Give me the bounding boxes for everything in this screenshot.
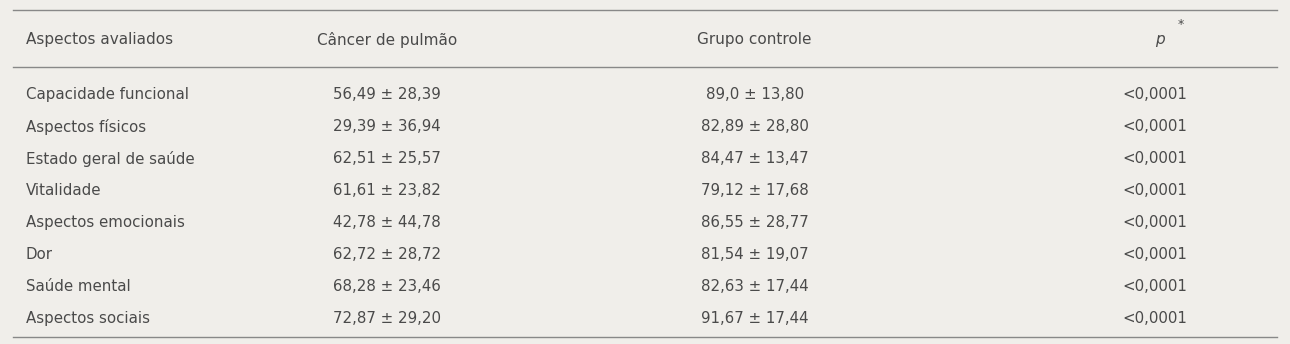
Text: Capacidade funcional: Capacidade funcional: [26, 87, 188, 102]
Text: 91,67 ± 17,44: 91,67 ± 17,44: [700, 311, 809, 326]
Text: Aspectos avaliados: Aspectos avaliados: [26, 32, 173, 47]
Text: <0,0001: <0,0001: [1122, 215, 1187, 230]
Text: Estado geral de saúde: Estado geral de saúde: [26, 151, 195, 166]
Text: 82,89 ± 28,80: 82,89 ± 28,80: [700, 119, 809, 134]
Text: <0,0001: <0,0001: [1122, 151, 1187, 166]
Text: Aspectos emocionais: Aspectos emocionais: [26, 215, 184, 230]
Text: <0,0001: <0,0001: [1122, 119, 1187, 134]
Text: 79,12 ± 17,68: 79,12 ± 17,68: [700, 183, 809, 198]
Text: 56,49 ± 28,39: 56,49 ± 28,39: [333, 87, 441, 102]
Text: p: p: [1155, 32, 1164, 47]
Text: Aspectos sociais: Aspectos sociais: [26, 311, 150, 326]
Text: <0,0001: <0,0001: [1122, 247, 1187, 262]
Text: *: *: [1178, 18, 1184, 31]
Text: 86,55 ± 28,77: 86,55 ± 28,77: [700, 215, 809, 230]
Text: <0,0001: <0,0001: [1122, 279, 1187, 294]
Text: 42,78 ± 44,78: 42,78 ± 44,78: [333, 215, 441, 230]
Text: <0,0001: <0,0001: [1122, 311, 1187, 326]
Text: 62,72 ± 28,72: 62,72 ± 28,72: [333, 247, 441, 262]
Text: 89,0 ± 13,80: 89,0 ± 13,80: [706, 87, 804, 102]
Text: 84,47 ± 13,47: 84,47 ± 13,47: [700, 151, 809, 166]
Text: 61,61 ± 23,82: 61,61 ± 23,82: [333, 183, 441, 198]
Text: <0,0001: <0,0001: [1122, 87, 1187, 102]
Text: 29,39 ± 36,94: 29,39 ± 36,94: [333, 119, 441, 134]
Text: Grupo controle: Grupo controle: [698, 32, 811, 47]
Text: Aspectos físicos: Aspectos físicos: [26, 119, 146, 135]
Text: Vitalidade: Vitalidade: [26, 183, 102, 198]
Text: 81,54 ± 19,07: 81,54 ± 19,07: [700, 247, 809, 262]
Text: 72,87 ± 29,20: 72,87 ± 29,20: [333, 311, 441, 326]
Text: 68,28 ± 23,46: 68,28 ± 23,46: [333, 279, 441, 294]
Text: Câncer de pulmão: Câncer de pulmão: [317, 32, 457, 47]
Text: <0,0001: <0,0001: [1122, 183, 1187, 198]
Text: 62,51 ± 25,57: 62,51 ± 25,57: [333, 151, 441, 166]
Text: 82,63 ± 17,44: 82,63 ± 17,44: [700, 279, 809, 294]
Text: Dor: Dor: [26, 247, 53, 262]
Text: Saúde mental: Saúde mental: [26, 279, 130, 294]
